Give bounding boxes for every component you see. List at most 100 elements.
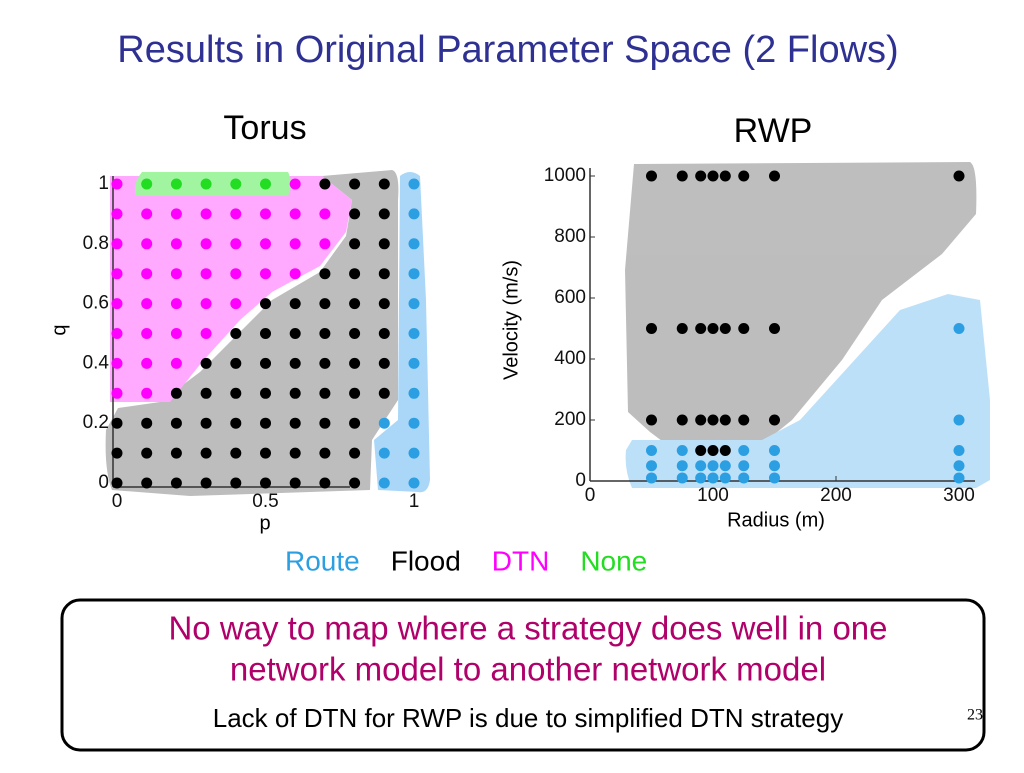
- data-point: [707, 460, 719, 472]
- data-point: [200, 298, 212, 310]
- data-point: [707, 323, 719, 334]
- data-point: [676, 445, 688, 456]
- data-point: [695, 445, 707, 456]
- data-point: [170, 328, 182, 339]
- data-point: [289, 477, 301, 489]
- legend: Route Flood DTN None: [285, 545, 647, 576]
- data-point: [200, 357, 212, 369]
- chart-title: Torus: [223, 109, 306, 147]
- data-point: [707, 445, 719, 456]
- data-point: [695, 460, 707, 472]
- data-point: [200, 238, 212, 250]
- data-point: [349, 238, 361, 250]
- data-point: [676, 472, 688, 484]
- chart-title: RWP: [734, 112, 813, 150]
- rwp-regions: [625, 162, 990, 488]
- data-point: [719, 460, 731, 472]
- page-number: 23: [967, 707, 983, 724]
- data-point: [953, 445, 965, 456]
- data-point: [260, 178, 271, 190]
- data-point: [141, 238, 153, 250]
- flood-region: [625, 162, 977, 456]
- data-point: [260, 208, 271, 220]
- data-point: [260, 357, 271, 369]
- data-point: [289, 268, 301, 280]
- data-point: [200, 208, 212, 220]
- data-point: [319, 417, 331, 429]
- data-point: [707, 472, 719, 484]
- data-point: [141, 268, 153, 280]
- data-point: [769, 460, 780, 472]
- data-point: [260, 298, 271, 310]
- data-point: [141, 328, 153, 339]
- data-point: [349, 417, 361, 429]
- data-point: [319, 178, 331, 190]
- dtn-region: [110, 176, 352, 402]
- data-point: [230, 268, 242, 280]
- data-point: [707, 414, 719, 426]
- data-point: [111, 387, 123, 399]
- data-point: [230, 238, 242, 250]
- data-point: [289, 447, 301, 459]
- data-point: [200, 268, 212, 280]
- data-point: [289, 328, 301, 339]
- data-point: [707, 170, 719, 182]
- data-point: [260, 238, 271, 250]
- data-point: [408, 208, 420, 220]
- data-point: [378, 298, 390, 310]
- data-point: [230, 357, 242, 369]
- data-point: [260, 387, 271, 399]
- y-tick-label: 200: [554, 409, 586, 430]
- data-point: [646, 170, 657, 182]
- data-point: [111, 238, 123, 250]
- data-point: [378, 417, 390, 429]
- y-tick-label: 0.8: [83, 233, 109, 254]
- data-point: [230, 447, 242, 459]
- data-point: [646, 472, 657, 484]
- data-point: [408, 268, 420, 280]
- data-point: [676, 323, 688, 334]
- data-point: [738, 460, 750, 472]
- torus-regions: [105, 170, 430, 496]
- data-point: [230, 178, 242, 190]
- data-point: [378, 268, 390, 280]
- y-tick-label: 0.4: [83, 352, 110, 373]
- data-point: [260, 328, 271, 339]
- data-point: [230, 387, 242, 399]
- route-region: [374, 172, 430, 493]
- data-point: [200, 178, 212, 190]
- data-point: [719, 170, 731, 182]
- none-region: [134, 172, 291, 196]
- data-point: [319, 208, 331, 220]
- data-point: [319, 298, 331, 310]
- data-point: [378, 447, 390, 459]
- callout-box: [60, 598, 986, 752]
- data-point: [200, 387, 212, 399]
- data-point: [738, 323, 750, 334]
- data-point: [349, 208, 361, 220]
- data-point: [200, 477, 212, 489]
- y-tick-label: 600: [554, 287, 586, 308]
- data-point: [676, 170, 688, 182]
- data-point: [141, 447, 153, 459]
- x-tick-label: 300: [943, 485, 975, 506]
- data-point: [719, 414, 731, 426]
- data-point: [141, 357, 153, 369]
- data-point: [646, 414, 657, 426]
- x-tick-label: 100: [697, 485, 729, 506]
- data-point: [230, 477, 242, 489]
- data-point: [111, 447, 123, 459]
- legend-entry: DTN: [492, 545, 550, 576]
- data-point: [695, 170, 707, 182]
- data-point: [349, 447, 361, 459]
- data-point: [170, 268, 182, 280]
- data-point: [260, 447, 271, 459]
- legend-entry: Route: [285, 545, 360, 576]
- x-tick-label: 200: [820, 485, 852, 506]
- data-point: [953, 472, 965, 484]
- data-point: [408, 298, 420, 310]
- legend-entry: Flood: [391, 545, 461, 576]
- data-point: [378, 357, 390, 369]
- y-tick-label: 400: [554, 348, 586, 369]
